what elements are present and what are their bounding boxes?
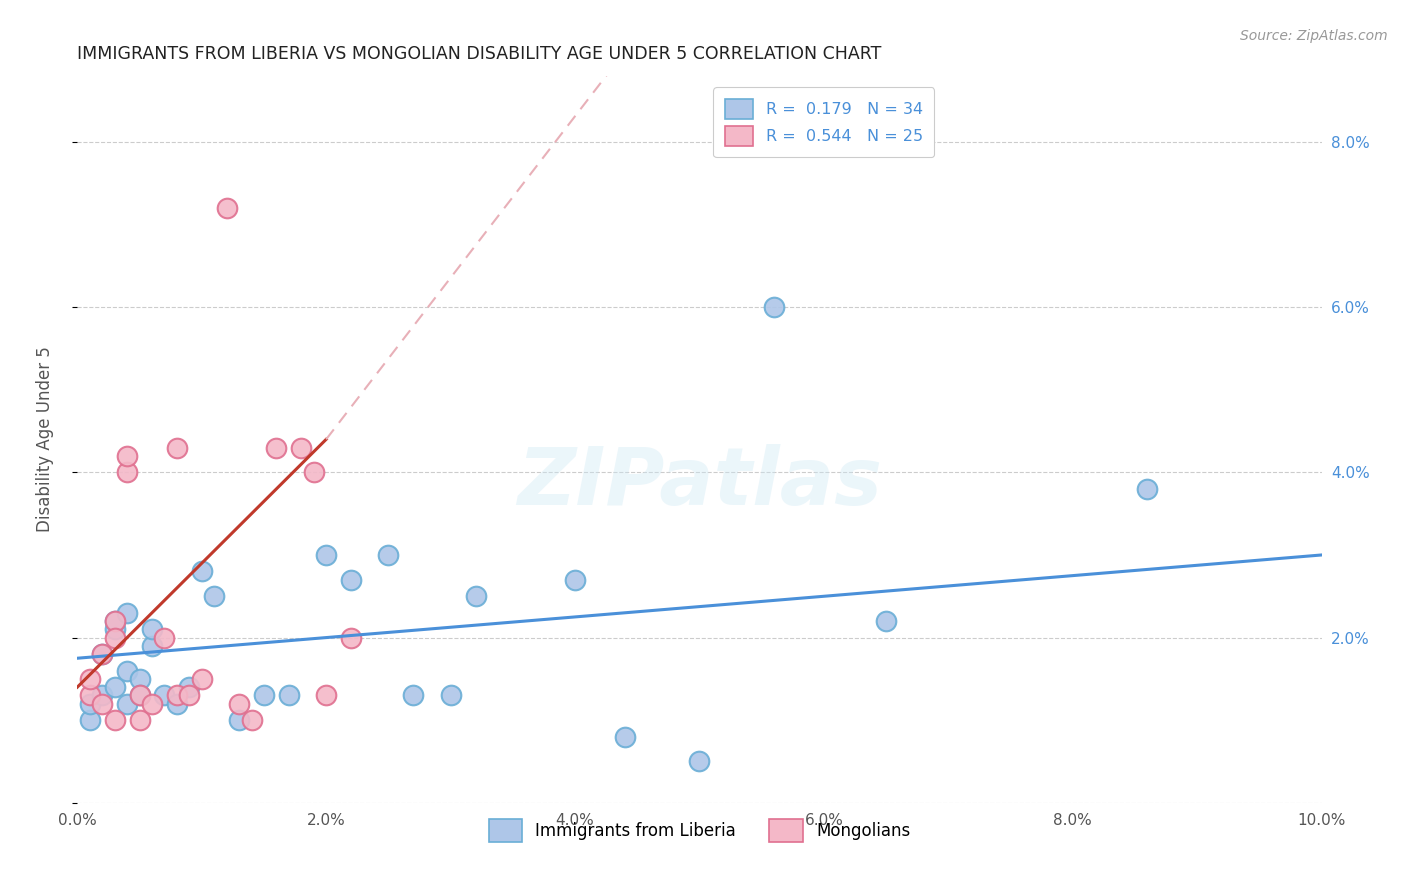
Point (439, 689, 461, 703)
Point (141, 623, 163, 637)
Point (153, 689, 176, 703)
Point (128, 672, 150, 686)
Point (202, 589, 225, 603)
Point (115, 449, 138, 463)
Point (166, 697, 188, 711)
Point (290, 441, 312, 455)
Point (141, 639, 163, 653)
Point (302, 466, 325, 480)
Point (104, 680, 127, 694)
Point (315, 548, 337, 562)
Point (240, 713, 263, 727)
Point (277, 689, 299, 703)
Point (79, 713, 101, 727)
Point (104, 631, 127, 645)
Point (91, 697, 114, 711)
Text: Source: ZipAtlas.com: Source: ZipAtlas.com (1240, 29, 1388, 44)
Point (564, 573, 586, 587)
Point (228, 713, 250, 727)
Point (190, 565, 214, 579)
Text: ZIPatlas: ZIPatlas (517, 444, 882, 522)
Point (763, 300, 786, 314)
Point (340, 631, 363, 645)
Point (104, 614, 127, 628)
Point (190, 672, 214, 686)
Point (91, 689, 114, 703)
Point (875, 614, 897, 628)
Point (115, 664, 138, 678)
Point (104, 713, 127, 727)
Text: IMMIGRANTS FROM LIBERIA VS MONGOLIAN DISABILITY AGE UNDER 5 CORRELATION CHART: IMMIGRANTS FROM LIBERIA VS MONGOLIAN DIS… (77, 45, 882, 63)
Point (315, 689, 337, 703)
Point (689, 755, 711, 769)
Point (79, 689, 101, 703)
Y-axis label: Disability Age Under 5: Disability Age Under 5 (35, 346, 53, 533)
Point (253, 689, 276, 703)
Point (613, 730, 636, 744)
Point (91, 647, 114, 661)
Point (215, 201, 238, 215)
Point (179, 680, 201, 694)
Point (115, 697, 138, 711)
Point (115, 466, 138, 480)
Point (402, 689, 425, 703)
Point (141, 697, 163, 711)
Point (79, 697, 101, 711)
Point (79, 672, 101, 686)
Point (153, 631, 176, 645)
Point (104, 614, 127, 628)
Point (128, 689, 150, 703)
Point (166, 689, 188, 703)
Point (179, 689, 201, 703)
Point (115, 606, 138, 620)
Point (91, 647, 114, 661)
Legend: Immigrants from Liberia, Mongolians: Immigrants from Liberia, Mongolians (482, 812, 917, 849)
Point (104, 623, 127, 637)
Point (128, 689, 150, 703)
Point (340, 573, 363, 587)
Point (464, 589, 486, 603)
Point (128, 713, 150, 727)
Point (377, 548, 399, 562)
Point (166, 441, 188, 455)
Point (266, 441, 288, 455)
Point (228, 697, 250, 711)
Point (1136, 482, 1159, 496)
